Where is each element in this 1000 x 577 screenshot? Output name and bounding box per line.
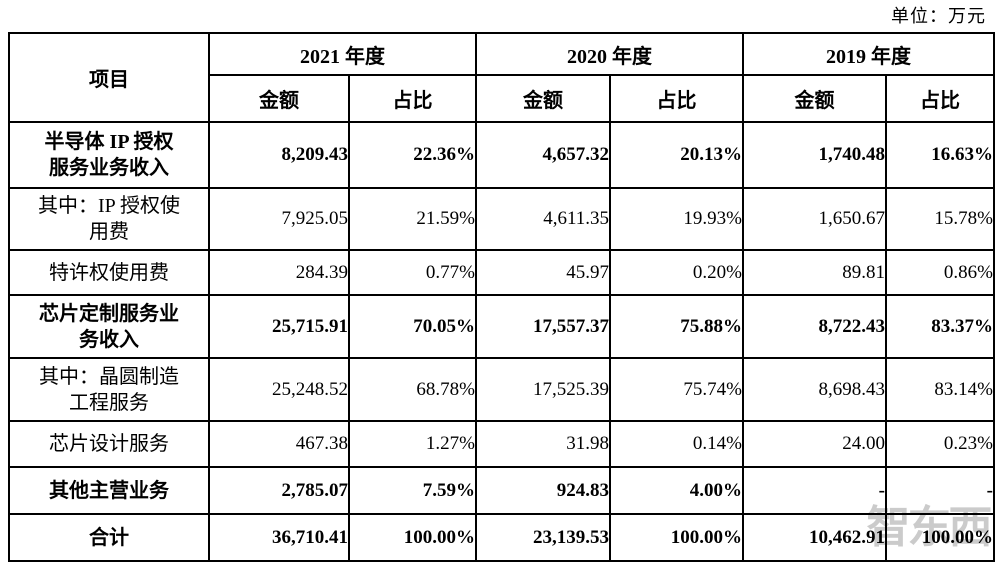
row-label: 半导体 IP 授权 服务业务收入 [8, 121, 210, 189]
cell-ratio-2021: 7.59% [348, 466, 477, 515]
unit-label: 单位：万元 [891, 6, 986, 26]
cell-ratio-2020: 100.00% [609, 513, 744, 562]
row-label: 芯片定制服务业 务收入 [8, 294, 210, 359]
subheader-ratio-2020: 占比 [609, 74, 744, 123]
table-row: 合计 36,710.41 100.00% 23,139.53 100.00% 1… [8, 513, 995, 562]
cell-ratio-2021: 68.78% [348, 357, 477, 422]
cell-ratio-2021: 100.00% [348, 513, 477, 562]
cell-ratio-2020: 75.74% [609, 357, 744, 422]
cell-amount-2021: 8,209.43 [208, 121, 350, 189]
subheader-amount-2021: 金额 [208, 74, 350, 123]
cell-ratio-2019: 15.78% [885, 187, 995, 251]
cell-amount-2021: 25,248.52 [208, 357, 350, 422]
column-header-year-2019: 2019 年度 [742, 32, 995, 76]
row-label: 其中：晶圆制造 工程服务 [8, 357, 210, 422]
cell-amount-2019: - [742, 466, 887, 515]
subheader-amount-2019: 金额 [742, 74, 887, 123]
table-row: 半导体 IP 授权 服务业务收入 8,209.43 22.36% 4,657.3… [8, 121, 995, 189]
cell-amount-2021: 467.38 [208, 420, 350, 468]
cell-amount-2020: 4,657.32 [475, 121, 611, 189]
cell-ratio-2021: 70.05% [348, 294, 477, 359]
cell-amount-2021: 36,710.41 [208, 513, 350, 562]
cell-ratio-2019: 83.14% [885, 357, 995, 422]
cell-amount-2021: 2,785.07 [208, 466, 350, 515]
cell-ratio-2020: 75.88% [609, 294, 744, 359]
cell-amount-2020: 4,611.35 [475, 187, 611, 251]
column-header-item: 项目 [8, 32, 210, 123]
cell-amount-2019: 10,462.91 [742, 513, 887, 562]
cell-amount-2021: 284.39 [208, 249, 350, 296]
cell-ratio-2021: 21.59% [348, 187, 477, 251]
cell-amount-2020: 23,139.53 [475, 513, 611, 562]
table-row: 其中：IP 授权使 用费 7,925.05 21.59% 4,611.35 19… [8, 187, 995, 251]
cell-amount-2021: 7,925.05 [208, 187, 350, 251]
cell-ratio-2019: - [885, 466, 995, 515]
cell-amount-2020: 924.83 [475, 466, 611, 515]
header-row-subcolumns: 金额 占比 金额 占比 金额 占比 [9, 74, 995, 123]
cell-ratio-2019: 0.23% [885, 420, 995, 468]
table-body: 半导体 IP 授权 服务业务收入 8,209.43 22.36% 4,657.3… [8, 121, 995, 562]
subheader-amount-2020: 金额 [475, 74, 611, 123]
cell-amount-2019: 1,740.48 [742, 121, 887, 189]
row-label: 其他主营业务 [8, 466, 210, 515]
table-row: 芯片设计服务 467.38 1.27% 31.98 0.14% 24.00 0.… [8, 420, 995, 468]
table-row: 特许权使用费 284.39 0.77% 45.97 0.20% 89.81 0.… [8, 249, 995, 296]
cell-ratio-2020: 4.00% [609, 466, 744, 515]
table-row: 芯片定制服务业 务收入 25,715.91 70.05% 17,557.37 7… [8, 294, 995, 359]
column-header-year-2020: 2020 年度 [475, 32, 744, 76]
cell-amount-2020: 45.97 [475, 249, 611, 296]
cell-ratio-2019: 0.86% [885, 249, 995, 296]
cell-ratio-2019: 83.37% [885, 294, 995, 359]
cell-ratio-2020: 19.93% [609, 187, 744, 251]
cell-ratio-2021: 22.36% [348, 121, 477, 189]
cell-ratio-2020: 20.13% [609, 121, 744, 189]
cell-amount-2019: 8,698.43 [742, 357, 887, 422]
row-label: 芯片设计服务 [8, 420, 210, 468]
subheader-ratio-2021: 占比 [348, 74, 477, 123]
cell-ratio-2019: 16.63% [885, 121, 995, 189]
cell-ratio-2019: 100.00% [885, 513, 995, 562]
cell-amount-2019: 89.81 [742, 249, 887, 296]
cell-amount-2020: 17,525.39 [475, 357, 611, 422]
cell-ratio-2020: 0.14% [609, 420, 744, 468]
cell-amount-2020: 31.98 [475, 420, 611, 468]
row-label: 特许权使用费 [8, 249, 210, 296]
row-label: 其中：IP 授权使 用费 [8, 187, 210, 251]
header-row-years: 项目 2021 年度 2020 年度 2019 年度 [8, 32, 995, 123]
cell-amount-2021: 25,715.91 [208, 294, 350, 359]
cell-ratio-2020: 0.20% [609, 249, 744, 296]
cell-amount-2019: 1,650.67 [742, 187, 887, 251]
cell-amount-2019: 8,722.43 [742, 294, 887, 359]
subheader-ratio-2019: 占比 [885, 74, 995, 123]
table-row: 其中：晶圆制造 工程服务 25,248.52 68.78% 17,525.39 … [8, 357, 995, 422]
revenue-table: 项目 2021 年度 2020 年度 2019 年度 金额 占比 金额 占比 金… [8, 32, 995, 562]
cell-amount-2020: 17,557.37 [475, 294, 611, 359]
row-label: 合计 [8, 513, 210, 562]
cell-ratio-2021: 0.77% [348, 249, 477, 296]
table-row: 其他主营业务 2,785.07 7.59% 924.83 4.00% - - [8, 466, 995, 515]
column-header-year-2021: 2021 年度 [208, 32, 477, 76]
cell-amount-2019: 24.00 [742, 420, 887, 468]
cell-ratio-2021: 1.27% [348, 420, 477, 468]
